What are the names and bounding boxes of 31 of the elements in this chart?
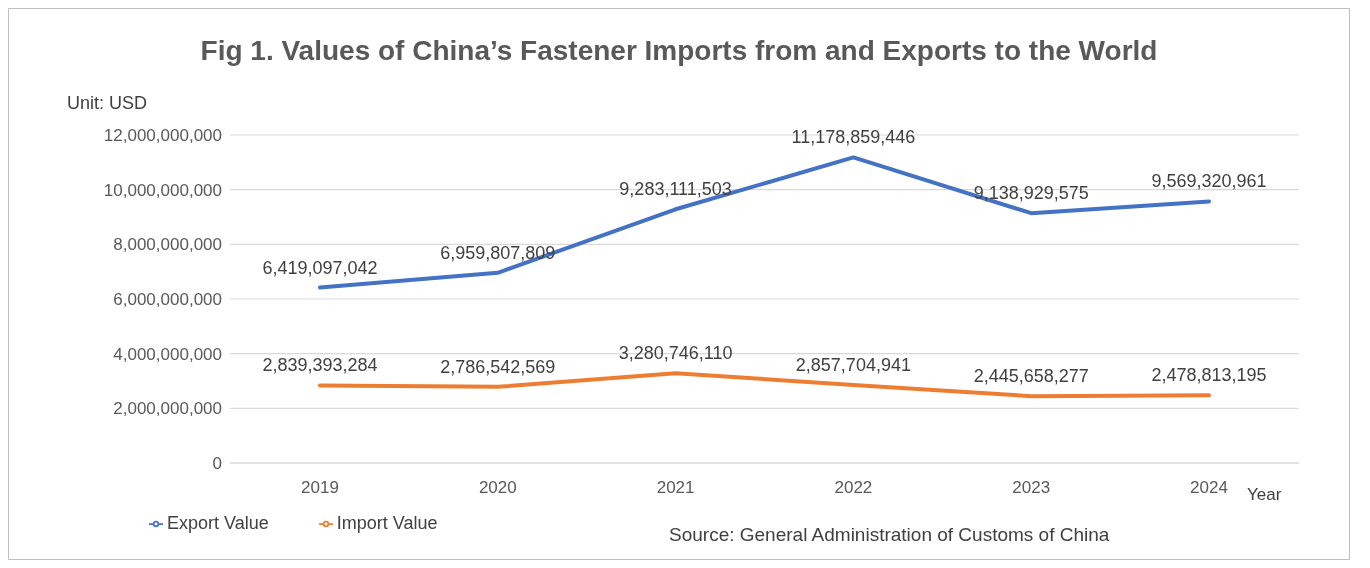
- data-label: 2,857,704,941: [795, 354, 911, 375]
- chart-title: Fig 1. Values of China’s Fastener Imports from and Exports to the World: [199, 35, 1159, 67]
- legend-label: Export Value: [167, 513, 269, 533]
- data-label: 2,478,813,195: [1151, 365, 1267, 386]
- data-label: 3,280,746,110: [618, 343, 733, 364]
- x-tick-label: 2020: [478, 478, 517, 498]
- data-label: 9,569,320,961: [1151, 171, 1267, 192]
- source-note: Source: General Administration of Customs of China: [669, 524, 1110, 546]
- x-tick-label: 2021: [656, 478, 695, 498]
- y-tick-label: 4,000,000,000: [113, 344, 222, 364]
- data-label: 9,283,111,503: [619, 179, 732, 200]
- data-label: 9,138,929,575: [973, 183, 1089, 204]
- x-tick-label: 2022: [834, 478, 873, 498]
- x-tick-label: 2019: [301, 478, 339, 498]
- x-axis-title: Year: [1247, 485, 1282, 505]
- data-label: 6,959,807,809: [440, 242, 556, 263]
- x-tick-label: 2024: [1190, 478, 1228, 498]
- legend-label: Import Value: [336, 513, 438, 533]
- y-axis-title: Unit: USD: [67, 93, 148, 114]
- y-tick-label: 0: [212, 454, 222, 474]
- data-label: 6,419,097,042: [262, 257, 378, 278]
- data-label: 2,445,658,277: [973, 366, 1089, 387]
- x-tick-label: 2023: [1012, 478, 1051, 498]
- y-tick-label: 2,000,000,000: [113, 399, 222, 419]
- data-label: 2,839,393,284: [262, 355, 378, 376]
- y-tick-label: 8,000,000,000: [113, 235, 222, 255]
- y-tick-label: 6,000,000,000: [113, 290, 222, 310]
- data-label: 2,786,542,569: [440, 356, 556, 377]
- y-tick-label: 10,000,000,000: [103, 180, 222, 200]
- y-tick-label: 12,000,000,000: [103, 126, 222, 146]
- data-label: 11,178,859,446: [791, 127, 916, 148]
